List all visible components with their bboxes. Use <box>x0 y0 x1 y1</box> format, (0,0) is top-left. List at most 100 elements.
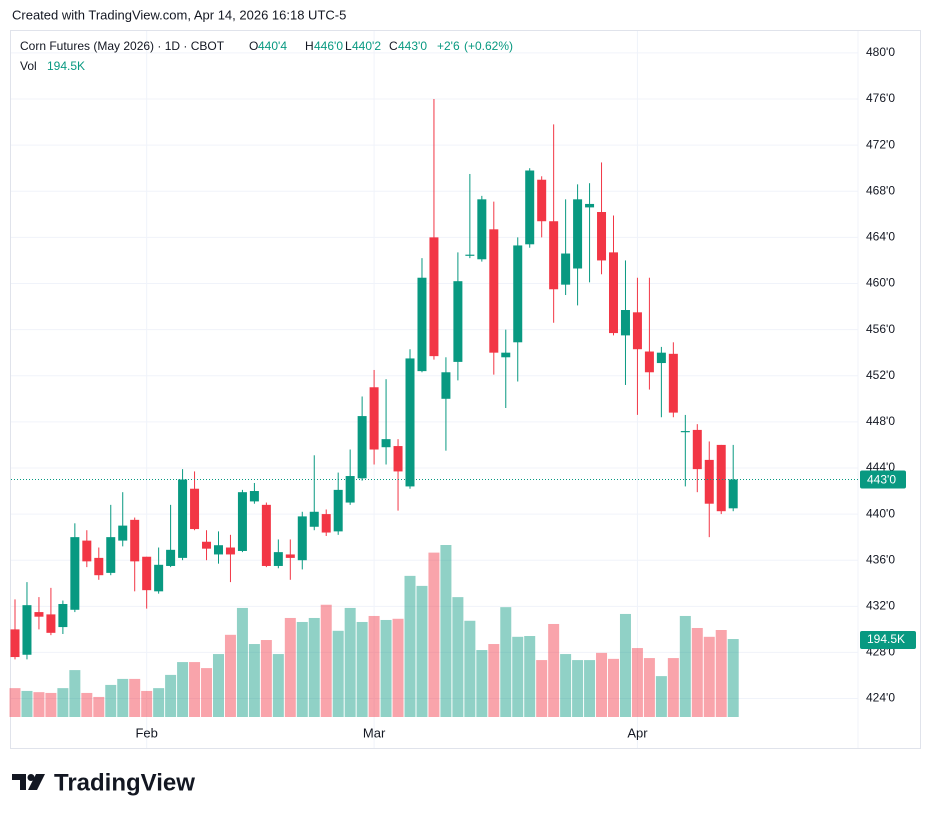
legend-key: O <box>249 39 258 53</box>
candle-body <box>525 170 535 245</box>
candle-body <box>190 488 200 530</box>
volume-bar <box>560 654 572 717</box>
legend-value: 446'0 <box>314 39 343 53</box>
volume-bar <box>476 650 488 717</box>
volume-bar <box>428 552 440 717</box>
volume-bar <box>524 636 536 717</box>
candle-body <box>501 352 511 358</box>
brand: TradingView <box>54 769 195 796</box>
volume-bar <box>320 604 332 717</box>
y-tick-label: 480'0 <box>866 45 895 59</box>
volume-bar <box>392 618 404 717</box>
legend-value: 440'2 <box>352 39 381 53</box>
volume-bar <box>153 688 165 717</box>
candle-body <box>22 605 32 655</box>
candle-body <box>46 614 56 633</box>
candle-body <box>213 545 223 555</box>
candle-body <box>333 489 343 532</box>
volume-bar <box>81 692 93 717</box>
legend-change-pct: (+0.62%) <box>464 39 513 53</box>
volume-bar <box>619 613 631 717</box>
volume-bar <box>536 660 548 717</box>
volume-bar <box>368 615 380 717</box>
candle-body <box>34 612 44 617</box>
candle-body <box>549 221 559 290</box>
volume-bar <box>93 696 105 717</box>
candle-body <box>632 312 642 350</box>
volume-bar <box>117 678 129 717</box>
volume-bar <box>177 662 189 717</box>
candle-body <box>441 372 451 399</box>
legend-key: L <box>345 39 352 53</box>
candle-body <box>261 504 271 566</box>
volume-pane <box>9 545 739 717</box>
candle-body <box>82 540 92 562</box>
candle-body <box>142 556 152 591</box>
candle-body <box>513 245 523 343</box>
candle-body <box>453 281 463 362</box>
x-tick-label: Mar <box>363 725 386 740</box>
x-tick-label: Feb <box>135 725 157 740</box>
chart-frame <box>10 30 921 749</box>
legend-volume-key: Vol <box>20 59 37 73</box>
volume-bar <box>344 607 356 717</box>
candle-body <box>573 199 583 269</box>
volume-badge <box>860 631 916 650</box>
candle-body <box>225 547 235 555</box>
volume-bar <box>500 607 512 717</box>
y-tick-label: 452'0 <box>866 368 895 382</box>
x-tick-label: Apr <box>627 725 648 740</box>
candles <box>10 99 738 660</box>
y-tick-label: 464'0 <box>866 230 895 244</box>
volume-bar <box>715 629 727 717</box>
last-price-label: 443'0 <box>867 473 896 487</box>
volume-bar <box>105 684 117 717</box>
volume-bar <box>727 639 739 717</box>
axes: 424'0428'0432'0436'0440'0444'0448'0452'0… <box>11 45 916 740</box>
volume-bar <box>608 658 619 717</box>
candle-body <box>249 491 259 502</box>
candle-body <box>620 310 630 336</box>
volume-bar <box>643 658 655 717</box>
volume-bar <box>655 676 667 717</box>
volume-bar <box>679 615 691 717</box>
legend-value: 440'4 <box>258 39 287 53</box>
y-tick-label: 476'0 <box>866 91 895 105</box>
volume-bar <box>440 545 452 717</box>
legend-value: 443'0 <box>398 39 427 53</box>
volume-bar <box>212 654 224 717</box>
volume-bar <box>512 636 524 717</box>
volume-bar <box>141 690 153 717</box>
y-tick-label: 424'0 <box>866 691 895 705</box>
candle-body <box>273 552 283 566</box>
y-tick-label: 468'0 <box>866 183 895 197</box>
volume-bar <box>129 678 141 717</box>
volume-bar <box>380 619 392 717</box>
logo-icon <box>12 774 26 790</box>
volume-bar <box>548 623 560 717</box>
candle-body <box>166 549 176 566</box>
candle-body <box>597 212 607 261</box>
candle-body <box>285 554 295 558</box>
candle-body <box>716 444 726 512</box>
legend-volume: 194.5K <box>47 59 85 73</box>
candle-body <box>668 353 678 413</box>
volume-bar <box>703 636 715 717</box>
volume-bar <box>572 660 584 717</box>
candle-body <box>489 229 499 353</box>
candle-body <box>94 557 104 576</box>
candle-body <box>58 604 68 628</box>
volume-bar <box>57 688 69 717</box>
candle-body <box>345 476 355 503</box>
candle-body <box>417 277 427 372</box>
volume-bar <box>332 630 344 717</box>
y-tick-label: 456'0 <box>866 322 895 336</box>
candle-body <box>357 416 367 479</box>
volume-bar <box>189 662 201 717</box>
candle-body <box>70 537 80 610</box>
volume-bar <box>356 621 368 717</box>
y-tick-label: 448'0 <box>866 414 895 428</box>
legend-key: C <box>389 39 398 53</box>
logo-icon <box>28 774 45 790</box>
volume-bar <box>236 607 248 717</box>
